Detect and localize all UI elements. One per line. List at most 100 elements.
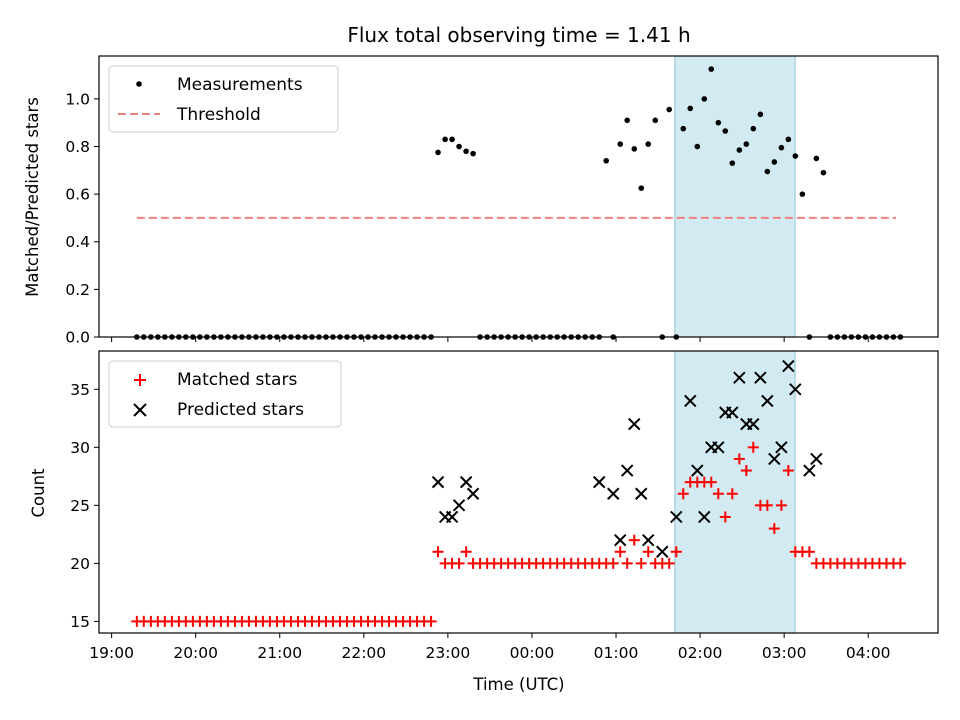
predicted-star-point (789, 383, 802, 396)
bottom-y-tick-label: 35 (70, 381, 90, 399)
x-tick-label: 19:00 (89, 644, 134, 662)
measurement-point (813, 155, 820, 162)
predicted-star-point (635, 487, 648, 500)
matched-star-point (670, 546, 682, 558)
top-panel: 0.0 0.2 0.4 0.6 0.8 1.0 Matched/Predicted sta… (23, 55, 939, 347)
matched-star-point (425, 615, 437, 627)
measurement-point (470, 150, 476, 157)
x-axis-label: Time (UTC) (472, 675, 564, 694)
matched-star-point (635, 557, 647, 569)
x-tick-label: 02:00 (678, 644, 723, 662)
observing-window-shade (674, 350, 796, 634)
measurement-point (617, 141, 624, 147)
predicted-star-point (642, 533, 655, 547)
measurement-point (750, 125, 757, 132)
x-tick-label: 01:00 (594, 644, 639, 662)
bottom-y-tick-label: 30 (70, 439, 90, 457)
x-tick-label: 23:00 (426, 644, 471, 662)
predicted-star-point (614, 533, 627, 547)
bottom-y-axis-label: Count (29, 468, 48, 518)
legend-measurements-marker (136, 81, 142, 87)
measurement-point (666, 106, 673, 113)
measurement-point (757, 111, 764, 118)
measurement-point (743, 141, 750, 147)
measurement-point (799, 191, 806, 197)
measurement-point (708, 66, 715, 72)
predicted-star-point (592, 475, 606, 489)
predicted-star-point (782, 359, 795, 373)
x-tick-label: 00:00 (510, 644, 555, 662)
matched-star-point (733, 453, 745, 465)
x-tick-label: 20:00 (173, 644, 218, 662)
predicted-star-point (656, 545, 669, 558)
matched-star-point (607, 557, 619, 569)
matched-star-point (432, 546, 444, 558)
bottom-legend-box (108, 360, 342, 428)
top-y-tick-label: 0.4 (65, 233, 90, 251)
matched-star-point (740, 465, 752, 477)
legend-matched-marker (134, 374, 146, 386)
legend-threshold-label: Threshold (176, 105, 261, 125)
measurement-point (764, 168, 771, 175)
predicted-star-point (452, 499, 466, 512)
bottom-y-tick-label: 25 (70, 497, 90, 515)
matched-star-point (719, 511, 731, 523)
bottom-panel: 15 20 25 30 35 19:00 20:00 21:00 22:00 23:00 00:0… (29, 350, 939, 662)
top-y-tick-label: 0.8 (65, 138, 90, 156)
top-legend: Measurements Threshold (108, 65, 339, 133)
measurement-point (792, 153, 799, 159)
matched-star-point (782, 465, 794, 477)
matched-star-point (663, 557, 675, 569)
legend-predicted-marker (133, 403, 147, 417)
observing-window-shade (674, 55, 796, 338)
measurement-point (645, 141, 652, 147)
predicted-star-point (466, 487, 480, 500)
predicted-star-point (607, 487, 620, 500)
legend-measurements-label: Measurements (177, 75, 303, 95)
measurement-point (729, 160, 736, 166)
predicted-star-point (620, 464, 634, 477)
predicted-star-point (761, 394, 774, 408)
matched-star-point (621, 557, 633, 569)
predicted-star-point (712, 441, 725, 454)
measurement-point (715, 119, 722, 126)
measurement-point (694, 143, 701, 150)
predicted-star-point (810, 452, 823, 466)
chart-title: Flux total observing time = 1.41 h (347, 23, 690, 47)
measurement-point (463, 148, 469, 155)
measurement-point (701, 96, 708, 102)
matched-star-point (726, 488, 738, 500)
matched-star-point (628, 534, 640, 546)
predicted-star-point (698, 510, 711, 524)
matched-star-point (453, 557, 465, 569)
matched-star-point (460, 546, 472, 558)
measurement-point (652, 117, 659, 124)
matched-star-point (747, 441, 759, 453)
predicted-star-point (726, 406, 739, 419)
measurement-point (456, 143, 462, 150)
matched-star-point (712, 488, 724, 500)
bottom-legend: Matched stars Predicted stars (108, 360, 342, 428)
matched-star-point (761, 499, 773, 511)
top-plot-frame (98, 55, 939, 338)
predicted-star-point (459, 475, 473, 489)
measurement-point (638, 185, 645, 191)
top-y-tick-label: 0.6 (65, 186, 90, 204)
measurement-point (785, 136, 792, 143)
measurement-point (680, 125, 687, 132)
predicted-star-point (670, 510, 683, 524)
measurement-point (771, 159, 778, 165)
matched-star-point (775, 499, 787, 511)
predicted-star-point (775, 441, 788, 454)
x-tick-label: 21:00 (257, 644, 302, 662)
top-y-axis-label: Matched/Predicted stars (23, 97, 42, 297)
matched-star-point (768, 523, 780, 535)
measurement-point (435, 149, 441, 156)
predicted-star-point (733, 371, 746, 384)
predicted-star-point (691, 464, 704, 477)
measurement-point (820, 169, 827, 176)
matched-star-point (642, 546, 654, 558)
bottom-plot-frame (98, 350, 939, 634)
x-tick-label: 04:00 (846, 644, 891, 662)
